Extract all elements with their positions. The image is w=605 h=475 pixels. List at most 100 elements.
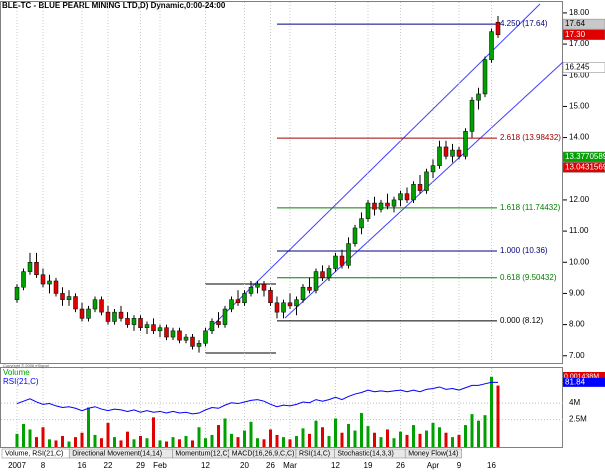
indicator-tab-label[interactable]: Volume, RSI(21,C) — [5, 450, 63, 457]
x-tick-label: 29 — [136, 461, 145, 470]
volume-bar — [314, 420, 318, 447]
volume-bar — [184, 436, 188, 447]
volume-bar — [366, 426, 370, 447]
price-marker-label: 13.0431569 — [565, 163, 605, 172]
candle-body — [385, 202, 390, 207]
y-tick-label: 9.00 — [569, 289, 585, 298]
x-tick-label: Mar — [283, 461, 297, 470]
volume-bar — [275, 434, 279, 447]
volume-bar — [269, 429, 272, 447]
y-tick-label: 12.00 — [569, 195, 590, 204]
vol-tick-label: 4M — [569, 398, 580, 407]
indicator-tab-label[interactable]: Momentum(12,C) — [175, 450, 229, 457]
candle-body — [203, 330, 208, 344]
price-marker-label: 16.245 — [565, 63, 590, 72]
candle-body — [112, 311, 117, 322]
volume-bar — [334, 418, 337, 447]
x-tick-label: 19 — [364, 461, 373, 470]
volume-bar — [158, 440, 162, 447]
candle-body — [378, 202, 384, 210]
indicator-tab[interactable] — [404, 448, 462, 459]
indicator-tab-label[interactable]: Directional Movement(14,14) — [72, 450, 162, 457]
volume-bar — [386, 429, 389, 447]
x-tick-label: 20 — [240, 461, 249, 470]
fib-label: 1.000 (10.36) — [500, 246, 548, 255]
volume-bar — [41, 427, 45, 447]
candle-body — [164, 327, 169, 338]
copyright: Copyright © 2006 eSignal — [3, 363, 49, 368]
indicator-tab-label[interactable]: Stochastic(14,3,3) — [337, 450, 393, 457]
y-tick-label: 16.00 — [569, 70, 590, 79]
volume-bar — [61, 436, 64, 447]
candle-body — [21, 271, 26, 288]
vol-tick-label: 2.5M — [569, 415, 587, 424]
candle-body — [469, 99, 475, 132]
candle-body — [326, 268, 332, 279]
candle-body — [294, 299, 299, 307]
rsi-line — [16, 381, 499, 415]
volume-bar — [191, 440, 194, 447]
candle-body — [495, 22, 501, 35]
candle-body — [47, 280, 52, 285]
candle-body — [430, 165, 436, 173]
candle-body — [79, 308, 85, 319]
volume-bar — [295, 436, 298, 447]
volume-bar — [139, 436, 142, 447]
candle-body — [346, 243, 351, 266]
volume-bar — [126, 431, 129, 447]
candle-body — [300, 286, 306, 300]
rsi-marker-box — [563, 377, 605, 387]
candle-body — [411, 184, 416, 201]
volume-bar — [249, 421, 253, 447]
volume-bar — [438, 427, 441, 447]
price-marker — [562, 151, 605, 163]
candle-body — [216, 321, 221, 325]
candle-body — [34, 262, 39, 275]
candle-body — [183, 336, 189, 341]
candle-body — [157, 327, 163, 332]
volume-bar — [496, 385, 500, 447]
candle-body — [404, 193, 410, 201]
volume-bar — [230, 433, 233, 447]
candle-body — [138, 318, 143, 328]
candle-body — [255, 283, 260, 288]
volume-bar — [288, 439, 292, 447]
trend-line — [284, 61, 564, 319]
indicator-tab-label[interactable]: MACD(16,26,9,C,C) — [232, 450, 295, 457]
candle-body — [235, 299, 241, 304]
y-tick-label: 11.00 — [569, 226, 589, 235]
volume-bar — [113, 437, 116, 447]
volume-bar — [412, 425, 415, 447]
volume-bar — [15, 433, 19, 447]
price-marker-label: 17.64 — [565, 19, 586, 28]
volume-bar — [392, 438, 396, 447]
x-tick-label: 12 — [201, 461, 210, 470]
volume-bar — [470, 414, 474, 447]
indicator-tab-label[interactable]: RSI(14,C) — [299, 450, 330, 457]
y-tick-label: 14.00 — [569, 133, 590, 142]
volume-bar — [54, 440, 58, 447]
candle-body — [242, 293, 247, 304]
candle-body — [456, 149, 462, 157]
indicator-tab-label[interactable]: Money Flow(14) — [408, 450, 458, 457]
candle-body — [27, 262, 33, 272]
candle-body — [151, 324, 156, 332]
candle-body — [417, 184, 423, 191]
candle-body — [287, 302, 293, 307]
rsi-legend: RSI(21,C) — [3, 377, 39, 386]
volume-bar — [67, 441, 71, 447]
volume-bar — [217, 425, 220, 447]
volume-bar — [35, 437, 38, 447]
candle-body — [229, 299, 234, 310]
volume-bar — [360, 412, 363, 447]
price-marker-label: 13.3770589 — [565, 152, 605, 161]
candle-body — [274, 302, 280, 313]
volume-marker: 0.001438M — [564, 373, 599, 380]
volume-bar — [100, 438, 103, 447]
volume-bar — [197, 427, 201, 447]
volume-bar — [48, 439, 51, 447]
x-tick-label: 2007 — [8, 461, 26, 470]
volume-bar — [243, 430, 246, 447]
candle-body — [131, 318, 137, 325]
